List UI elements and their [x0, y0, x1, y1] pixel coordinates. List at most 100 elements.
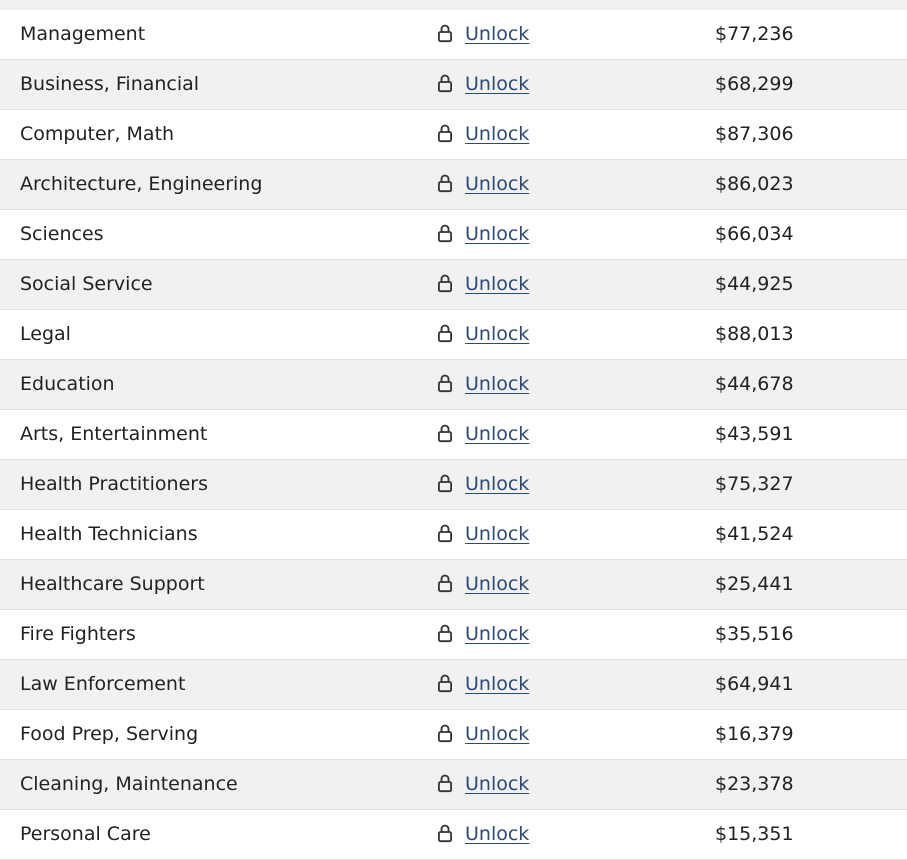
unlock-cell: Unlock [437, 60, 529, 109]
unlock-link[interactable]: Unlock [465, 273, 530, 295]
table-row: Cleaning, Maintenance Unlock $23,378 [0, 760, 907, 810]
unlock-cell: Unlock [437, 660, 529, 709]
category-name: Law Enforcement [20, 673, 186, 695]
category-name: Cleaning, Maintenance [20, 773, 238, 795]
unlock-link[interactable]: Unlock [465, 823, 530, 845]
lock-icon [437, 573, 453, 593]
category-name: Health Technicians [20, 523, 198, 545]
unlock-link[interactable]: Unlock [465, 173, 530, 195]
unlock-cell: Unlock [437, 760, 529, 809]
category-name: Computer, Math [20, 123, 175, 145]
category-name: Architecture, Engineering [20, 173, 263, 195]
lock-icon [437, 23, 453, 43]
salary-value: $66,034 [715, 223, 794, 245]
salary-value: $86,023 [715, 173, 794, 195]
unlock-cell: Unlock [437, 810, 529, 859]
unlock-link[interactable]: Unlock [465, 223, 530, 245]
salary-value: $68,299 [715, 73, 794, 95]
salary-value: $87,306 [715, 123, 794, 145]
category-name: Education [20, 373, 115, 395]
unlock-cell: Unlock [437, 710, 529, 759]
table-row: Sciences Unlock $66,034 [0, 210, 907, 260]
table-body: Management Unlock $77,236 Business, Fina… [0, 10, 907, 860]
unlock-cell: Unlock [437, 210, 529, 259]
table-row: Architecture, Engineering Unlock $86,023 [0, 160, 907, 210]
unlock-cell: Unlock [437, 560, 529, 609]
salary-value: $88,013 [715, 323, 794, 345]
unlock-link[interactable]: Unlock [465, 523, 530, 545]
lock-icon [437, 373, 453, 393]
table-row: Personal Care Unlock $15,351 [0, 810, 907, 860]
lock-icon [437, 273, 453, 293]
unlock-link[interactable]: Unlock [465, 723, 530, 745]
table-top-edge [0, 0, 907, 10]
salary-value: $23,378 [715, 773, 794, 795]
salary-value: $41,524 [715, 523, 794, 545]
category-name: Healthcare Support [20, 573, 205, 595]
category-name: Business, Financial [20, 73, 200, 95]
table-row: Computer, Math Unlock $87,306 [0, 110, 907, 160]
lock-icon [437, 323, 453, 343]
lock-icon [437, 623, 453, 643]
lock-icon [437, 423, 453, 443]
category-name: Arts, Entertainment [20, 423, 208, 445]
category-name: Legal [20, 323, 71, 345]
salary-value: $44,678 [715, 373, 794, 395]
salary-value: $44,925 [715, 273, 794, 295]
salary-value: $75,327 [715, 473, 794, 495]
unlock-cell: Unlock [437, 110, 529, 159]
lock-icon [437, 773, 453, 793]
category-name: Management [20, 23, 146, 45]
salary-value: $35,516 [715, 623, 794, 645]
table-row: Law Enforcement Unlock $64,941 [0, 660, 907, 710]
category-name: Health Practitioners [20, 473, 208, 495]
unlock-link[interactable]: Unlock [465, 473, 530, 495]
salary-value: $15,351 [715, 823, 794, 845]
unlock-cell: Unlock [437, 160, 529, 209]
unlock-cell: Unlock [437, 410, 529, 459]
table-row: Fire Fighters Unlock $35,516 [0, 610, 907, 660]
lock-icon [437, 223, 453, 243]
table-row: Arts, Entertainment Unlock $43,591 [0, 410, 907, 460]
salary-value: $25,441 [715, 573, 794, 595]
unlock-link[interactable]: Unlock [465, 23, 530, 45]
salary-value: $43,591 [715, 423, 794, 445]
table-row: Education Unlock $44,678 [0, 360, 907, 410]
table-row: Legal Unlock $88,013 [0, 310, 907, 360]
unlock-link[interactable]: Unlock [465, 623, 530, 645]
unlock-link[interactable]: Unlock [465, 323, 530, 345]
unlock-cell: Unlock [437, 260, 529, 309]
unlock-cell: Unlock [437, 310, 529, 359]
table-row: Business, Financial Unlock $68,299 [0, 60, 907, 110]
table-row: Management Unlock $77,236 [0, 10, 907, 60]
unlock-link[interactable]: Unlock [465, 573, 530, 595]
unlock-cell: Unlock [437, 10, 529, 59]
unlock-link[interactable]: Unlock [465, 423, 530, 445]
category-name: Sciences [20, 223, 104, 245]
lock-icon [437, 823, 453, 843]
salary-value: $77,236 [715, 23, 794, 45]
table-row: Social Service Unlock $44,925 [0, 260, 907, 310]
unlock-link[interactable]: Unlock [465, 73, 530, 95]
lock-icon [437, 173, 453, 193]
unlock-link[interactable]: Unlock [465, 773, 530, 795]
category-name: Social Service [20, 273, 153, 295]
category-name: Food Prep, Serving [20, 723, 199, 745]
lock-icon [437, 723, 453, 743]
unlock-link[interactable]: Unlock [465, 123, 530, 145]
unlock-cell: Unlock [437, 460, 529, 509]
salary-value: $16,379 [715, 723, 794, 745]
unlock-cell: Unlock [437, 510, 529, 559]
unlock-link[interactable]: Unlock [465, 673, 530, 695]
category-name: Fire Fighters [20, 623, 136, 645]
category-name: Personal Care [20, 823, 151, 845]
table-row: Food Prep, Serving Unlock $16,379 [0, 710, 907, 760]
unlock-cell: Unlock [437, 610, 529, 659]
unlock-link[interactable]: Unlock [465, 373, 530, 395]
lock-icon [437, 673, 453, 693]
table-row: Health Technicians Unlock $41,524 [0, 510, 907, 560]
lock-icon [437, 73, 453, 93]
lock-icon [437, 523, 453, 543]
lock-icon [437, 123, 453, 143]
